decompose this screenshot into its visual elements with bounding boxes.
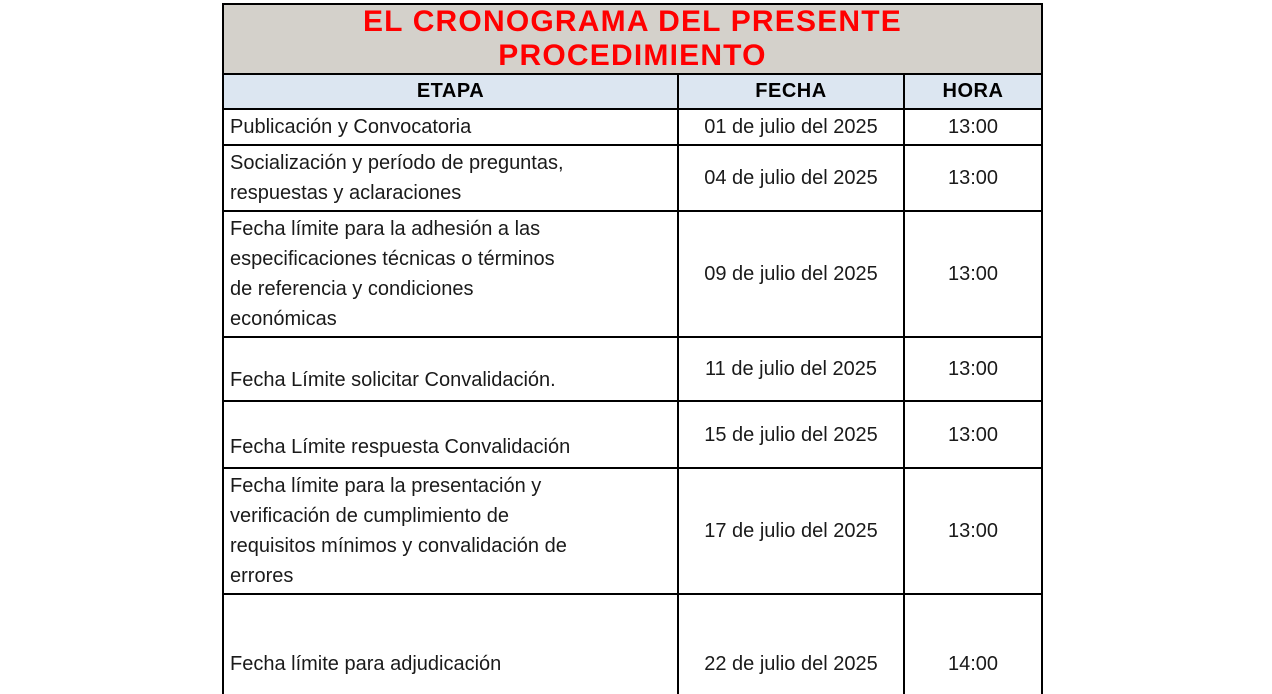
- etapa-cell: Fecha límite para la adhesión a las espe…: [222, 210, 679, 338]
- fecha-cell: 09 de julio del 2025: [677, 210, 905, 338]
- fecha-cell: 15 de julio del 2025: [677, 400, 905, 469]
- page-title: EL CRONOGRAMA DEL PRESENTE PROCEDIMIENTO: [222, 3, 1043, 75]
- etapa-cell: Socialización y período de preguntas, re…: [222, 144, 679, 212]
- hora-cell: 13:00: [903, 467, 1043, 595]
- table-row: Fecha Límite respuesta Convalidación 15 …: [222, 400, 1043, 469]
- fecha-cell: 11 de julio del 2025: [677, 336, 905, 402]
- table-row: Publicación y Convocatoria 01 de julio d…: [222, 108, 1043, 146]
- etapa-cell: Fecha Límite respuesta Convalidación: [222, 400, 679, 469]
- title-row: EL CRONOGRAMA DEL PRESENTE PROCEDIMIENTO: [222, 3, 1043, 75]
- table-row: Fecha límite para la adhesión a las espe…: [222, 210, 1043, 338]
- table-row: Socialización y período de preguntas, re…: [222, 144, 1043, 212]
- fecha-cell: 17 de julio del 2025: [677, 467, 905, 595]
- schedule-body: Publicación y Convocatoria 01 de julio d…: [222, 108, 1043, 694]
- fecha-cell: 04 de julio del 2025: [677, 144, 905, 212]
- table-row: Fecha límite para la presentación y veri…: [222, 467, 1043, 595]
- hora-cell: 13:00: [903, 336, 1043, 402]
- etapa-cell: Fecha Límite solicitar Convalidación.: [222, 336, 679, 402]
- column-header-etapa: ETAPA: [222, 73, 679, 110]
- etapa-cell: Fecha límite para adjudicación: [222, 593, 679, 694]
- etapa-cell: Publicación y Convocatoria: [222, 108, 679, 146]
- table-row: Fecha Límite solicitar Convalidación. 11…: [222, 336, 1043, 402]
- hora-cell: 13:00: [903, 210, 1043, 338]
- column-header-hora: HORA: [903, 73, 1043, 110]
- hora-cell: 13:00: [903, 400, 1043, 469]
- etapa-cell: Fecha límite para la presentación y veri…: [222, 467, 679, 595]
- column-header-fecha: FECHA: [677, 73, 905, 110]
- hora-cell: 13:00: [903, 144, 1043, 212]
- table-row: Fecha límite para adjudicación 22 de jul…: [222, 593, 1043, 694]
- hora-cell: 14:00: [903, 593, 1043, 694]
- fecha-cell: 22 de julio del 2025: [677, 593, 905, 694]
- schedule-table: EL CRONOGRAMA DEL PRESENTE PROCEDIMIENTO…: [222, 3, 1043, 694]
- hora-cell: 13:00: [903, 108, 1043, 146]
- column-header-row: ETAPA FECHA HORA: [222, 73, 1043, 110]
- fecha-cell: 01 de julio del 2025: [677, 108, 905, 146]
